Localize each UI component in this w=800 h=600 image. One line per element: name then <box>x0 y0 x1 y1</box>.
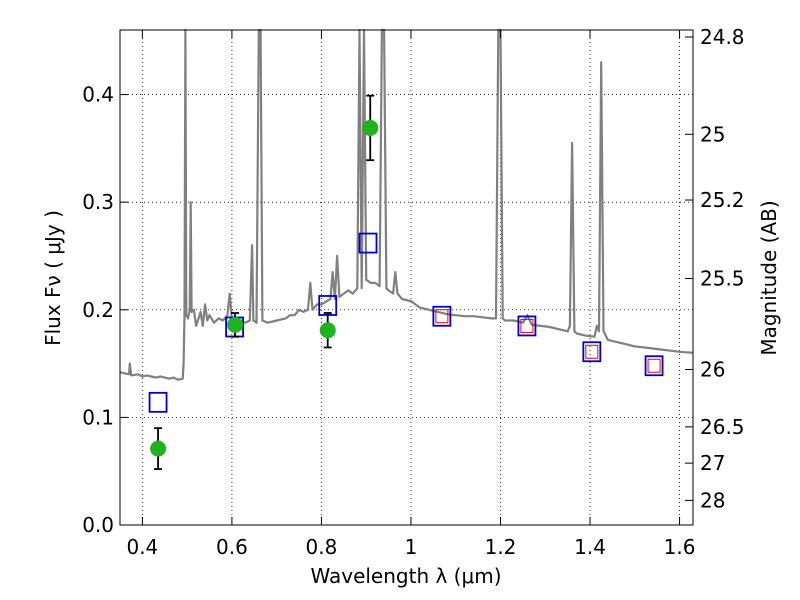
x-tick-label: 1.2 <box>485 535 517 559</box>
model-inner-square <box>585 344 599 359</box>
model-square <box>432 305 452 327</box>
spectrum-series <box>119 28 694 381</box>
x-tick-label: 0.4 <box>126 535 158 559</box>
y2-tick-label: 28 <box>700 488 725 512</box>
axis-ticks: 0.4 0.6 0.8 1 1.2 1.4 1.6 0.0 0.1 0.2 0.3 0.4 24.8 25… <box>82 25 744 559</box>
model-inner-square <box>520 318 534 333</box>
y2-tick-label: 26.5 <box>700 415 745 439</box>
observed-point <box>227 316 244 333</box>
x-tick-label: 1 <box>405 535 418 559</box>
model-square <box>517 315 537 337</box>
y2-axis-label-text: Magnitude (AB) <box>757 200 781 355</box>
y-tick-label: 0.2 <box>82 298 114 322</box>
model-square <box>582 341 602 363</box>
y-tick-label: 0.4 <box>82 83 114 107</box>
observed-point <box>319 322 336 339</box>
y2-axis-label: Magnitude (AB) <box>757 200 781 355</box>
y-tick-label: 0.0 <box>82 513 114 537</box>
model-inner-square <box>435 309 449 324</box>
x-tick-label: 1.4 <box>574 535 606 559</box>
model-square <box>644 355 664 377</box>
y-axis-label: Flux Fν ( μJy ) <box>41 210 65 346</box>
y2-tick-label: 27 <box>700 451 725 475</box>
y2-tick-label: 24.8 <box>700 25 745 49</box>
x-axis-label: Wavelength λ (μm) <box>310 564 501 588</box>
y2-tick-label: 26 <box>700 358 725 382</box>
y2-tick-label: 25 <box>700 122 725 146</box>
observed-point <box>150 440 167 457</box>
x-tick-label: 1.6 <box>664 535 696 559</box>
photometry-markers <box>148 94 664 470</box>
x-tick-label: 0.6 <box>216 535 248 559</box>
x-tick-label: 0.8 <box>306 535 338 559</box>
grid-lines <box>120 30 693 526</box>
y2-tick-label: 25.5 <box>700 266 745 290</box>
y-tick-label: 0.1 <box>82 405 114 429</box>
plot-frame <box>119 29 694 526</box>
y-tick-label: 0.3 <box>82 190 114 214</box>
model-square <box>148 391 168 413</box>
y-axis-label-text: Flux Fν ( μJy ) <box>41 210 65 346</box>
x-axis-label-text: Wavelength λ (μm) <box>310 564 501 588</box>
spectrum-line <box>119 28 694 381</box>
model-inner-square <box>647 358 661 373</box>
model-square <box>358 232 378 254</box>
y2-tick-label: 25.2 <box>700 188 745 212</box>
observed-point <box>362 119 379 136</box>
